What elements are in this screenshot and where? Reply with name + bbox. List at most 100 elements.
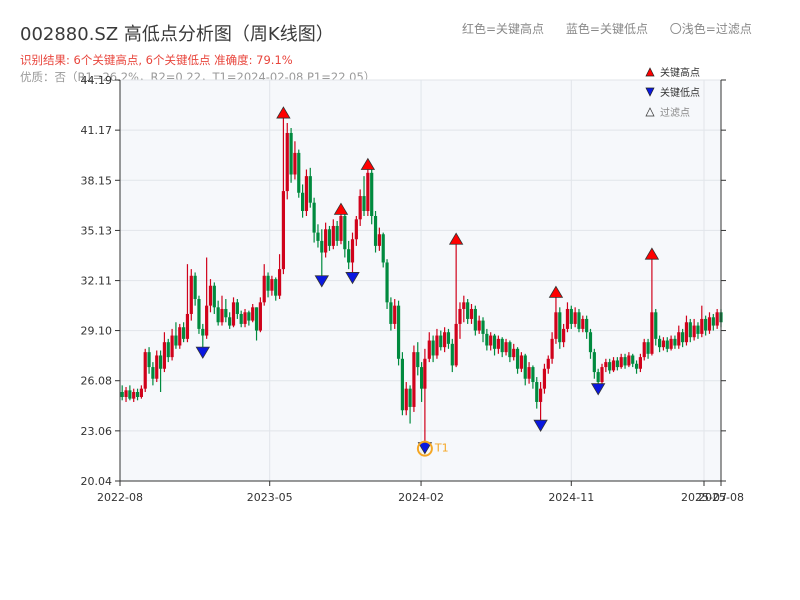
color-key-red: 红色=关键高点 bbox=[462, 22, 545, 36]
down-candle bbox=[558, 312, 562, 343]
up-candle bbox=[565, 308, 570, 329]
recognition-result: 识别结果: 6个关键高点, 6个关键低点 准确度: 79.1% bbox=[20, 53, 293, 67]
up-candle bbox=[600, 367, 604, 383]
t1-ring bbox=[416, 440, 433, 457]
down-candle bbox=[174, 335, 178, 346]
up-candle bbox=[496, 338, 500, 349]
down-candle bbox=[182, 327, 186, 339]
up-candle bbox=[542, 368, 547, 389]
down-candle bbox=[450, 343, 454, 366]
down-candle bbox=[247, 312, 251, 321]
down-candle bbox=[688, 322, 692, 338]
key-high-marker bbox=[448, 232, 464, 245]
down-candle bbox=[531, 367, 535, 383]
down-candle bbox=[657, 338, 662, 348]
down-candle bbox=[508, 342, 512, 358]
up-candle bbox=[251, 307, 255, 321]
down-candle bbox=[439, 335, 443, 348]
down-candle bbox=[347, 249, 351, 263]
down-candle bbox=[485, 333, 489, 346]
down-candle bbox=[320, 240, 324, 253]
down-candle bbox=[408, 388, 412, 407]
up-candle bbox=[581, 318, 585, 329]
up-candle bbox=[143, 352, 147, 389]
down-candle bbox=[592, 352, 596, 373]
up-candle bbox=[277, 269, 282, 296]
legend-marker bbox=[645, 67, 655, 77]
key-high-marker bbox=[360, 157, 376, 170]
y-tick-label: 38.15 bbox=[81, 174, 113, 187]
down-candle bbox=[634, 363, 639, 369]
key-high-marker bbox=[548, 285, 564, 298]
down-candle bbox=[343, 215, 347, 250]
y-tick-label: 29.10 bbox=[81, 325, 113, 338]
key-low-marker bbox=[314, 275, 329, 288]
up-candle bbox=[427, 340, 431, 359]
up-candle bbox=[331, 225, 335, 246]
key-low-marker bbox=[590, 383, 606, 396]
up-candle bbox=[258, 302, 262, 331]
legend-label: 关键低点 bbox=[660, 86, 700, 99]
up-candle bbox=[404, 388, 408, 411]
up-candle bbox=[358, 196, 362, 220]
down-candle bbox=[151, 367, 155, 379]
up-candle bbox=[324, 229, 328, 253]
up-candle bbox=[205, 305, 209, 336]
up-candle bbox=[573, 312, 577, 324]
down-candle bbox=[274, 279, 278, 296]
down-candle bbox=[385, 262, 389, 303]
down-candle bbox=[212, 285, 216, 308]
up-candle bbox=[619, 357, 623, 368]
down-candle bbox=[646, 342, 650, 354]
y-tick-label: 20.04 bbox=[81, 475, 113, 488]
up-candle bbox=[562, 328, 566, 343]
up-candle bbox=[185, 313, 190, 339]
up-candle bbox=[715, 312, 719, 326]
down-candle bbox=[515, 348, 520, 369]
x-tick-label: 2024-11 bbox=[548, 491, 594, 504]
down-candle bbox=[588, 332, 593, 353]
down-candle bbox=[396, 305, 401, 359]
up-candle bbox=[489, 335, 493, 346]
down-candle bbox=[224, 308, 228, 318]
down-candle bbox=[500, 338, 504, 353]
down-candle bbox=[197, 299, 201, 329]
y-tick-label: 32.11 bbox=[81, 275, 113, 288]
down-candle bbox=[193, 275, 197, 300]
x-tick-label: 2025-08 bbox=[698, 491, 744, 504]
down-candle bbox=[327, 229, 332, 246]
down-candle bbox=[631, 355, 635, 364]
t1-label: T1 bbox=[434, 442, 449, 455]
markers-layer: T1 bbox=[195, 106, 660, 457]
up-candle bbox=[293, 152, 297, 175]
axes: 20.04 23.06 26.08 29.10 32.11 35.13 38.15 41.17… bbox=[81, 74, 744, 504]
down-candle bbox=[128, 390, 132, 399]
down-candle bbox=[381, 234, 385, 263]
up-candle bbox=[162, 342, 167, 369]
legend-label: 过滤点 bbox=[660, 106, 690, 119]
up-candle bbox=[412, 352, 416, 407]
up-candle bbox=[638, 357, 642, 369]
down-candle bbox=[373, 215, 378, 246]
up-candle bbox=[519, 355, 523, 369]
down-candle bbox=[312, 202, 316, 233]
up-candle bbox=[178, 327, 182, 346]
down-candle bbox=[228, 317, 232, 326]
up-candle bbox=[707, 317, 712, 331]
down-candle bbox=[615, 360, 619, 368]
down-candle bbox=[623, 357, 627, 366]
up-candle bbox=[270, 279, 274, 291]
down-candle bbox=[419, 367, 424, 389]
down-candle bbox=[431, 340, 435, 356]
key-high-marker bbox=[333, 202, 349, 215]
up-candle bbox=[354, 219, 358, 240]
down-candle bbox=[235, 302, 239, 314]
up-candle bbox=[512, 348, 516, 358]
down-candle bbox=[297, 152, 301, 193]
down-candle bbox=[492, 335, 497, 349]
down-candle bbox=[608, 362, 612, 371]
up-candle bbox=[669, 338, 673, 349]
up-candle bbox=[443, 332, 447, 348]
down-candle bbox=[681, 332, 685, 343]
up-candle bbox=[677, 332, 681, 346]
